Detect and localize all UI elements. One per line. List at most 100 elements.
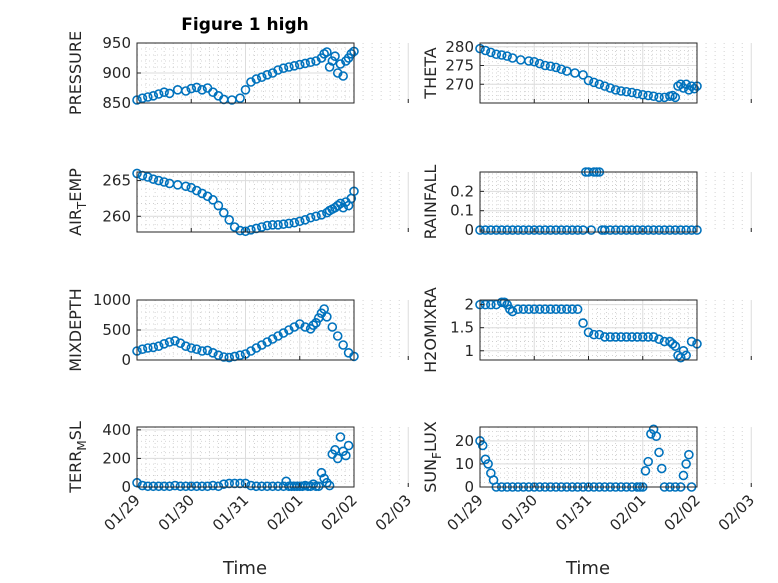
data-point [143,172,153,182]
data-point [273,481,283,492]
data-point [496,50,507,60]
panel-sun-flux: 0 10 20 01/29 01/30 01/31 02/01 02/02 02/03 SUNFL… [421,421,758,534]
x-tick-label: 02/01 [263,491,306,534]
data-point [153,89,164,99]
panel-pressure: 850 900 950 PRESSURE [66,31,409,115]
data-point [667,339,678,349]
data-point [278,219,289,229]
data-points [475,297,702,363]
data-point [572,225,583,235]
x-tick-label: 02/01 [606,491,649,534]
data-point [191,481,202,492]
data-point [654,447,664,458]
data-point [534,58,545,69]
data-point [343,440,354,451]
data-point [648,332,659,342]
data-point [186,343,197,353]
data-point [491,225,502,235]
data-point [640,466,651,476]
y-tick-label: 265 [102,172,131,190]
data-point [335,432,346,442]
data-point [610,332,621,342]
data-point [148,91,159,101]
y-axis-label: TERRMSL [66,421,89,494]
data-point [240,85,251,95]
data-point [262,220,273,231]
y-axis-label: SUNFLUX [421,421,444,493]
data-point [651,431,662,442]
x-tick-label: 01/30 [155,491,198,534]
data-point [686,336,697,347]
y-tick-label: 0 [121,351,131,369]
data-point [289,61,300,71]
x-tick-label: 01/29 [444,491,487,534]
data-point [219,207,229,218]
y-tick-label: 280 [445,38,474,56]
data-point [284,218,294,229]
data-point [224,215,235,225]
data-point [327,56,338,66]
data-point [621,225,632,235]
y-axis-label: RAINFALL [421,165,440,240]
data-point [502,51,512,61]
data-point [311,211,321,222]
y-tick-label: 270 [445,75,474,93]
data-point [513,225,523,235]
data-point [627,87,637,98]
data-point [567,304,578,315]
data-point [305,57,316,68]
data-point [311,317,321,328]
data-point [637,225,648,235]
data-point [213,350,224,361]
data-point [294,216,305,227]
data-point [153,175,164,186]
data-point [529,304,540,315]
data-point [308,320,319,331]
data-point [491,49,502,60]
data-point [675,225,686,235]
x-tick-label: 01/31 [552,491,595,534]
y-axis-label: AIRTEMP [66,168,89,236]
data-point [332,453,343,464]
data-point [170,335,180,346]
data-point [143,92,153,102]
y-tick-label: 0 [464,478,474,496]
data-point [643,90,653,101]
data-point [202,345,213,356]
data-point [529,56,540,67]
y-tick-label: 950 [102,34,131,52]
panel-terr-msl: 0 200 400 01/29 01/30 01/31 02/01 02/02 02/03 TER… [66,421,415,535]
data-point [208,347,218,358]
data-point [545,61,556,72]
data-point [599,332,610,342]
data-point [605,332,616,342]
y-tick-label: 500 [102,321,131,339]
data-point [159,481,169,492]
data-point [632,332,643,342]
data-point [589,329,599,340]
y-tick-label: 20 [455,432,474,450]
data-point [480,45,491,56]
data-point [483,459,493,469]
data-point [486,299,496,310]
data-point [202,481,213,492]
panel-rainfall: 00.1 0.2 RAINFALL [421,165,752,240]
data-points [132,46,359,105]
data-point [529,225,540,235]
data-point [346,48,357,59]
x-tick-label: 02/03 [715,491,758,534]
data-point [637,332,648,342]
y-tick-label: 400 [102,421,131,439]
data-point [197,481,207,492]
data-point [324,480,335,491]
data-point [540,304,550,315]
y-tick-label: 200 [102,449,131,467]
data-point [545,225,556,235]
data-point [686,81,697,91]
data-point [316,210,327,220]
data-point [273,65,283,75]
y-tick-label: 0.2 [450,182,474,200]
data-point [186,481,197,492]
data-point [670,225,681,235]
